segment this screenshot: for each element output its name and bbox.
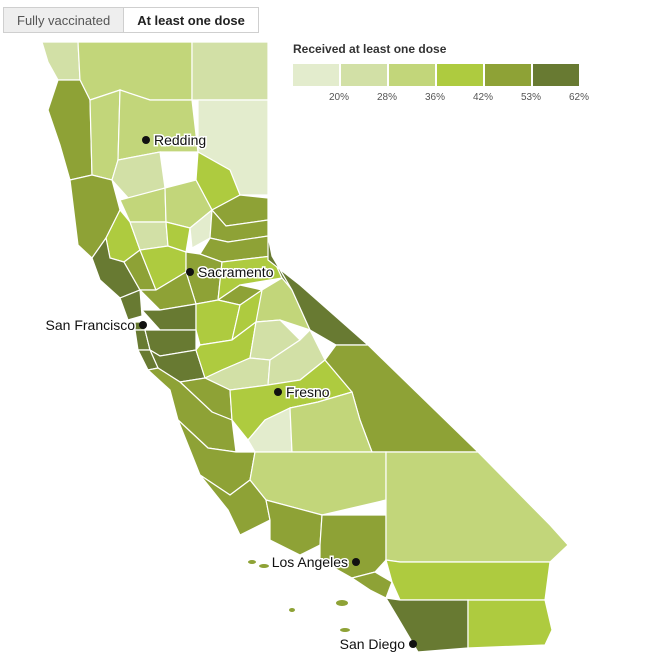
legend-swatch-6 xyxy=(533,64,579,86)
city-label-san-francisco: San Francisco xyxy=(46,317,136,333)
tab-at-least-one-dose[interactable]: At least one dose xyxy=(124,7,259,33)
city-san-francisco: San Francisco xyxy=(44,316,147,335)
legend-swatch-5 xyxy=(485,64,531,86)
legend-title: Received at least one dose xyxy=(293,42,447,56)
county-imperial[interactable] xyxy=(467,599,553,649)
channel-islands xyxy=(248,560,350,632)
city-los-angeles: Los Angeles xyxy=(270,553,360,572)
city-marker-los-angeles xyxy=(352,558,360,566)
legend-color-scale xyxy=(293,64,593,86)
city-marker-redding xyxy=(142,136,150,144)
legend-swatch-1 xyxy=(293,64,339,86)
county-contra-costa[interactable] xyxy=(140,303,197,331)
city-san-diego: San Diego xyxy=(338,635,417,654)
legend-tick-3: 36% xyxy=(424,92,446,103)
city-marker-sacramento xyxy=(186,268,194,276)
county-riverside[interactable] xyxy=(385,559,551,601)
legend-tick-5: 53% xyxy=(520,92,542,103)
county-solano[interactable] xyxy=(138,271,197,311)
county-modoc[interactable] xyxy=(191,41,269,101)
view-toggle: Fully vaccinated At least one dose xyxy=(3,7,259,33)
city-label-redding: Redding xyxy=(154,132,206,148)
city-fresno: Fresno xyxy=(274,383,331,402)
county-humboldt[interactable] xyxy=(47,79,93,181)
city-label-fresno: Fresno xyxy=(286,384,330,400)
city-label-san-diego: San Diego xyxy=(340,636,406,652)
legend-tick-1: 20% xyxy=(328,92,350,103)
city-label-sacramento: Sacramento xyxy=(198,264,274,280)
city-label-los-angeles: Los Angeles xyxy=(272,554,348,570)
legend: Received at least one dose 20% 28% 36% 4… xyxy=(293,42,593,106)
county-marin[interactable] xyxy=(119,289,143,321)
county-san-bernardino[interactable] xyxy=(385,451,569,563)
tab-fully-vaccinated[interactable]: Fully vaccinated xyxy=(3,7,125,33)
county-monterey[interactable] xyxy=(146,367,237,453)
legend-tick-4: 42% xyxy=(472,92,494,103)
county-tehama[interactable] xyxy=(111,151,166,201)
legend-ticks: 20% 28% 36% 42% 53% 62% xyxy=(293,92,593,106)
city-marker-san-diego xyxy=(409,640,417,648)
legend-swatch-3 xyxy=(389,64,435,86)
county-shasta[interactable] xyxy=(117,89,199,161)
county-orange[interactable] xyxy=(350,571,393,599)
legend-swatch-2 xyxy=(341,64,387,86)
county-del-norte[interactable] xyxy=(41,41,81,81)
city-redding: Redding xyxy=(142,131,208,150)
legend-tick-2: 28% xyxy=(376,92,398,103)
city-marker-san-francisco xyxy=(139,321,147,329)
city-sacramento: Sacramento xyxy=(186,263,275,282)
city-marker-fresno xyxy=(274,388,282,396)
legend-tick-6: 62% xyxy=(568,92,590,103)
counties xyxy=(41,41,569,653)
legend-swatch-4 xyxy=(437,64,483,86)
county-siskiyou[interactable] xyxy=(77,41,193,101)
